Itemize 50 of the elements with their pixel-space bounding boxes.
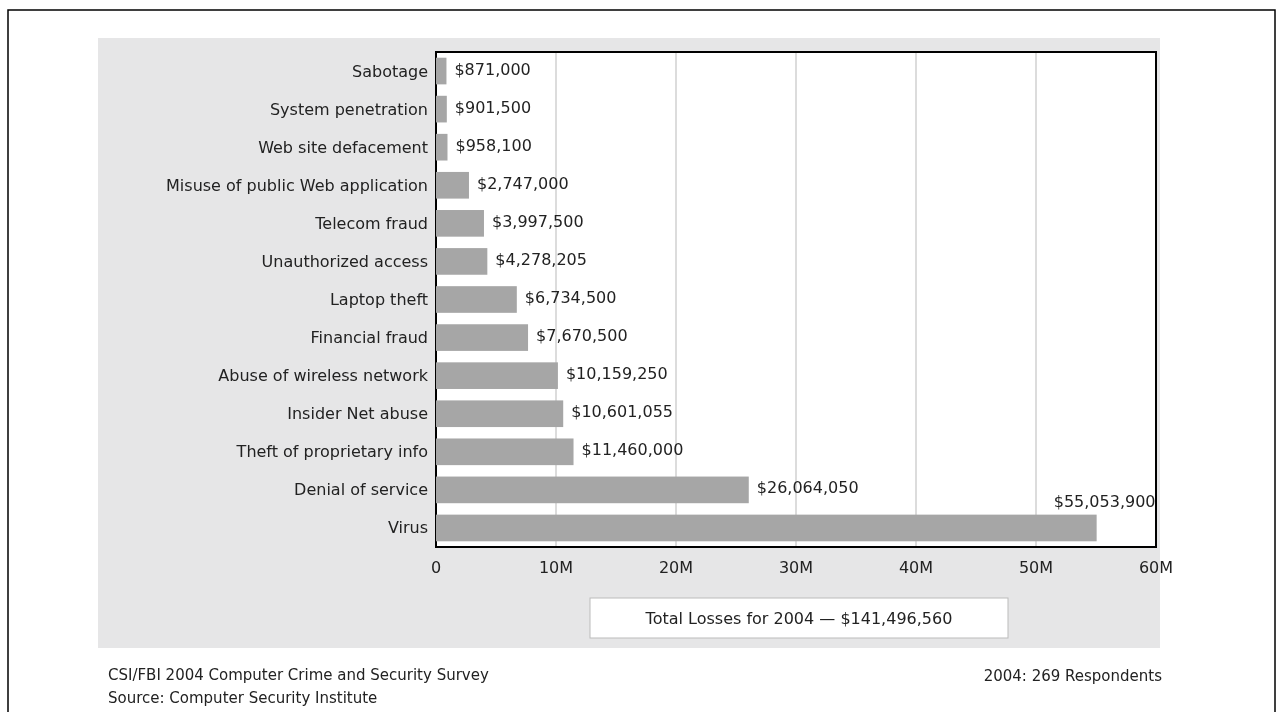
data-label: $7,670,500 <box>536 326 628 346</box>
bar <box>436 95 447 123</box>
y-tick-label: Insider Net abuse <box>287 404 428 424</box>
data-label: $10,159,250 <box>565 364 668 384</box>
y-tick-label: Sabotage <box>352 61 428 81</box>
data-label: $26,064,050 <box>756 478 859 498</box>
y-tick-label: Web site defacement <box>258 137 428 157</box>
y-tick-label: Telecom fraud <box>314 213 428 233</box>
y-tick-label: Denial of service <box>294 480 428 500</box>
bar <box>436 324 529 351</box>
bar <box>436 400 564 428</box>
data-label: $871,000 <box>454 59 531 79</box>
y-tick-label: Virus <box>387 518 428 538</box>
bar <box>436 171 469 199</box>
bar <box>436 362 558 389</box>
y-tick-label: Financial fraud <box>310 328 428 348</box>
bar <box>436 248 488 275</box>
data-label: $3,997,500 <box>491 211 584 231</box>
x-tick-label: 20M <box>658 558 694 577</box>
y-tick-label: Unauthorized access <box>261 251 428 271</box>
data-label: $55,053,900 <box>1053 492 1156 512</box>
x-tick-label: 0 <box>430 558 442 577</box>
data-label: $11,460,000 <box>581 440 684 460</box>
data-label: $901,500 <box>454 97 532 117</box>
x-tick-label: 60M <box>1138 558 1174 577</box>
bar <box>436 286 517 313</box>
bar <box>436 476 749 504</box>
bar <box>436 133 448 161</box>
x-tick-label: 10M <box>538 558 574 577</box>
data-label: $4,278,205 <box>495 249 587 269</box>
source-note: Source: Computer Security Institute <box>108 689 378 707</box>
y-tick-label: Abuse of wireless network <box>218 366 429 386</box>
data-label: $10,601,055 <box>571 402 674 422</box>
data-label: $2,747,000 <box>476 173 569 193</box>
y-tick-label: Laptop theft <box>329 290 428 309</box>
x-tick-label: 50M <box>1018 558 1054 577</box>
x-tick-label: 30M <box>778 558 814 577</box>
text: Total Losses for 2004 — $141,496,560 <box>644 608 953 628</box>
bar <box>436 210 484 237</box>
y-tick-label: System penetration <box>269 99 428 119</box>
text: 2004: 269 Respondents <box>983 667 1163 685</box>
y-tick-label: Theft of proprietary info <box>235 442 428 462</box>
x-tick-label: 40M <box>898 558 934 577</box>
bar <box>436 514 1097 542</box>
text: CSI/FBI 2004 Computer Crime and Security Survey <box>108 666 489 684</box>
data-label: $958,100 <box>455 135 532 155</box>
bar <box>436 438 574 466</box>
bar <box>436 57 447 85</box>
data-label: $6,734,500 <box>524 288 617 307</box>
y-tick-label: Misuse of public Web application <box>166 175 428 195</box>
